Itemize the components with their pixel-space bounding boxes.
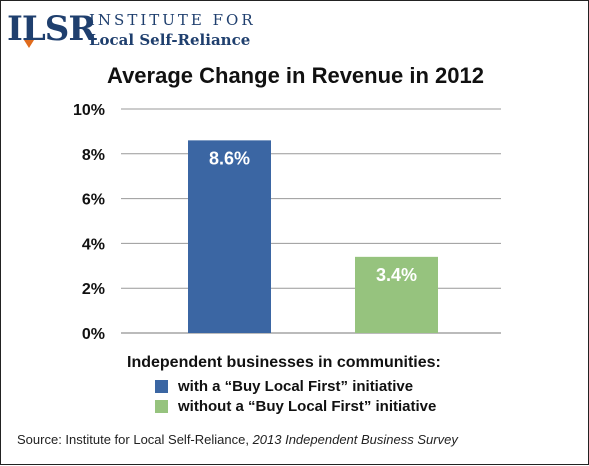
y-tick-label: 0% — [82, 326, 105, 343]
legend-label-with-initiative: with a “Buy Local First” initiative — [178, 377, 414, 395]
bar — [355, 256, 438, 333]
logo-mark: ILSR — [7, 9, 97, 49]
y-tick-label: 10% — [73, 102, 105, 119]
y-tick-label: 4% — [82, 236, 105, 253]
bar-value-label: 3.4% — [376, 265, 417, 285]
y-tick-label: 8% — [82, 147, 105, 164]
legend-swatch-with-initiative — [155, 379, 168, 393]
logo-line-name: Local Self-Reliance — [89, 31, 251, 49]
legend-item-without-initiative: without a “Buy Local First” initiative — [155, 396, 441, 416]
logo-triangle-icon — [24, 40, 34, 48]
source-prefix: Source: Institute for Local Self-Relianc… — [17, 432, 253, 447]
y-tick-label: 6% — [82, 192, 105, 209]
legend-label-without-initiative: without a “Buy Local First” initiative — [178, 397, 437, 415]
source-line: Source: Institute for Local Self-Relianc… — [17, 432, 458, 447]
y-tick-label: 2% — [82, 281, 105, 298]
legend-item-with-initiative: with a “Buy Local First” initiative — [155, 376, 441, 396]
legend-swatch-without-initiative — [155, 399, 168, 413]
bar — [188, 140, 271, 333]
bar-value-label: 8.6% — [209, 148, 250, 168]
source-title: 2013 Independent Business Survey — [252, 432, 458, 447]
legend-title: Independent businesses in communities: — [127, 354, 441, 371]
logo-line-institute: INSTITUTE FOR — [89, 11, 256, 29]
chart-title: Average Change in Revenue in 2012 — [107, 63, 484, 88]
legend: Independent businesses in communities: w… — [127, 354, 441, 416]
